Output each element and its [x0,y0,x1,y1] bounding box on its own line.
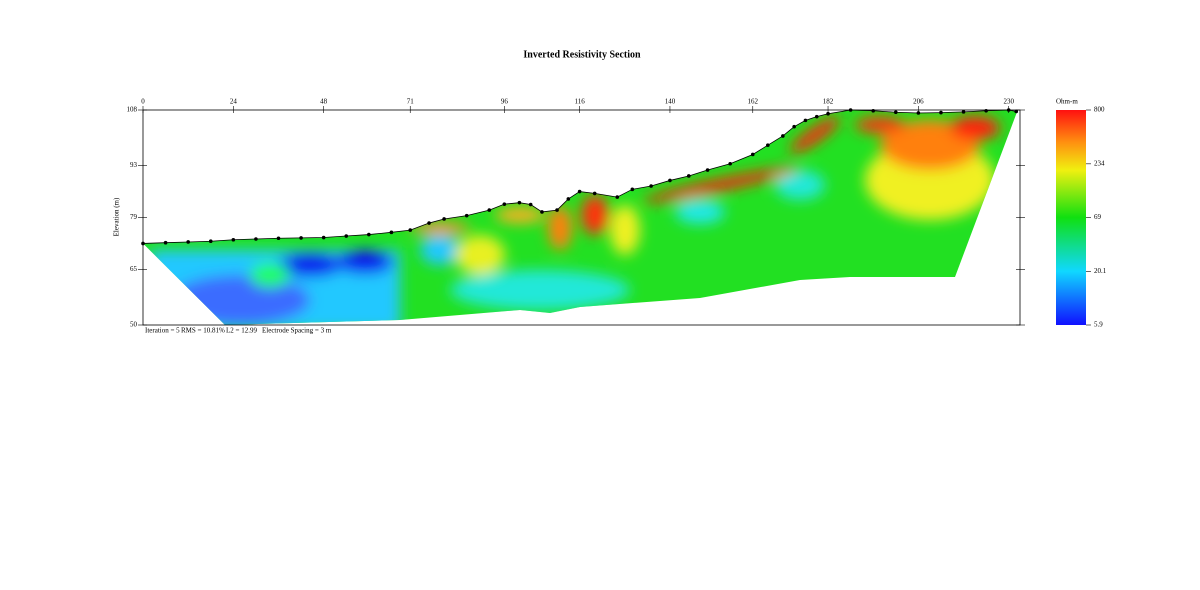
electrode [916,111,921,115]
colorbar-tick-label: 69 [1094,213,1102,221]
y-tick-label: 50 [130,321,138,329]
x-tick-label: 206 [913,98,924,106]
electrode [705,168,710,172]
footer-note: Iteration = 5 [145,327,180,335]
colorbar-tick-label: 5.9 [1094,321,1103,329]
colorbar-tick-label: 800 [1094,106,1105,114]
electrode [487,208,492,212]
electrode [276,236,281,241]
electrode [555,208,559,212]
electrode [615,195,620,199]
footer-note: L2 = 12.99 [226,327,257,335]
electrode [344,234,349,238]
colorbar-label: Ohm-m [1056,98,1078,106]
colorbar-tick-label: 234 [1094,159,1105,167]
electrode [750,152,755,157]
electrode [464,213,469,218]
x-tick-label: 96 [501,98,509,106]
electrode [427,221,431,225]
electrode [649,184,653,188]
chart-title: Inverted Resistivity Section [523,49,641,60]
electrode [141,241,145,246]
colorbar [1056,110,1086,325]
x-tick-label: 162 [748,98,759,106]
electrode [668,178,672,183]
electrode [442,217,446,221]
electrode [728,161,732,166]
electrode [231,237,236,242]
electrode [961,110,966,114]
electrode [893,110,898,115]
topography-line [142,109,1017,244]
electrode [1014,109,1019,114]
footer-note: RMS = 10.81% [181,327,225,335]
electrode [984,108,988,113]
electrode [321,235,326,240]
electrode [566,197,571,201]
electrode [389,230,394,235]
electrode [766,143,770,148]
electrode [163,240,168,245]
electrode [367,232,371,237]
electrode [299,236,303,240]
electrode [803,118,808,123]
x-tick-label: 24 [230,98,238,106]
electrode [502,202,507,206]
electrode [792,124,796,129]
electrode [1006,108,1011,112]
y-tick-label: 93 [130,161,138,169]
electrode [939,110,943,115]
x-tick-label: 0 [141,98,145,106]
electrode [208,239,213,244]
footer-note: Electrode Spacing = 3 m [262,327,332,335]
electrode [630,187,635,192]
electrode [686,174,691,178]
electrode [186,240,190,244]
electrode [517,200,522,205]
electrode [848,108,853,112]
electrode [814,114,819,119]
electrode [408,228,413,232]
y-axis-label: Elevation (m) [113,197,121,236]
x-tick-label: 116 [574,98,585,106]
x-tick-label: 182 [823,98,834,106]
electrode [577,189,582,194]
electrode [592,191,597,196]
electrode [254,237,258,241]
x-tick-label: 230 [1003,98,1014,106]
x-tick-label: 48 [320,98,328,106]
section [143,110,1017,325]
electrode [826,111,830,116]
electrode [528,202,533,207]
x-tick-label: 140 [665,98,676,106]
y-tick-label: 79 [130,213,138,221]
electrode [540,210,544,214]
colorbar-tick-label: 20.1 [1094,267,1107,275]
y-tick-label: 108 [127,106,138,114]
x-tick-label: 71 [407,98,415,106]
electrode [781,134,785,138]
electrode [871,108,876,113]
y-tick-label: 65 [130,265,138,273]
